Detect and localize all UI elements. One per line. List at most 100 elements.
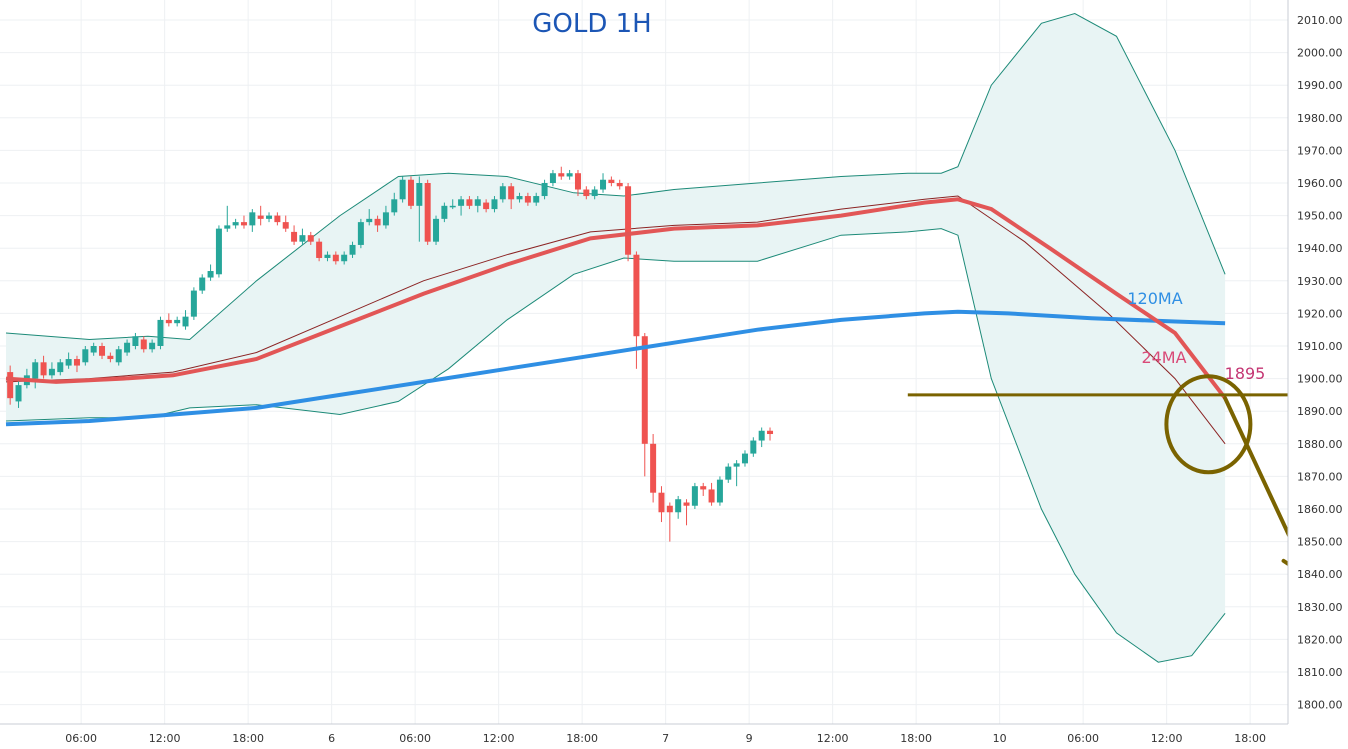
candle [524,192,531,206]
candle [508,183,515,210]
candle-body [107,355,114,360]
candle [407,176,414,210]
candle-body [249,212,256,226]
candle-body [549,173,556,183]
candle [316,238,323,262]
candle [174,316,181,327]
candle [600,173,607,193]
candle-body [650,443,657,493]
candle-body [374,218,381,226]
time-tick-label: 18:00 [232,732,264,745]
candle [57,359,64,376]
candle [349,241,356,258]
level-label: 1895 [1225,364,1266,383]
candle [366,209,373,226]
price-tick-label: 1870.00 [1297,470,1343,483]
candle-body [115,349,122,363]
candle-body [157,319,164,346]
time-tick-label: 9 [746,732,753,745]
price-tick-label: 1940.00 [1297,242,1343,255]
candle-body [449,205,456,208]
candle [391,192,398,216]
candle [357,218,364,249]
candle-body [641,336,648,444]
candle [282,215,289,232]
candle [332,251,339,265]
candle-body [524,196,531,203]
time-tick-label: 06:00 [399,732,431,745]
candle [65,352,72,369]
candle [708,482,715,506]
candle-body [324,254,331,258]
candle-body [215,228,222,275]
candle-body [40,362,47,376]
ma120-label: 120MA [1127,289,1182,308]
candle [499,183,506,203]
candle [307,231,314,245]
candle-body [307,235,314,242]
candle [341,251,348,265]
candle-body [382,212,389,226]
candle [633,251,640,369]
candle [474,196,481,213]
candle [32,359,39,389]
candle [207,264,214,281]
chart-title: GOLD 1H [532,9,651,39]
candle-body [691,486,698,506]
candle-body [675,499,682,513]
candle [157,316,164,350]
candle [574,169,581,197]
price-tick-label: 1990.00 [1297,79,1343,92]
candle [566,169,573,180]
candle-body [15,385,22,402]
price-tick-label: 1820.00 [1297,633,1343,646]
candle [625,183,632,262]
candle-body [741,453,748,464]
price-tick-label: 1910.00 [1297,340,1343,353]
candle-body [299,235,306,242]
candle-body [600,179,607,190]
price-tick-label: 1860.00 [1297,503,1343,516]
candle [424,179,431,245]
candle [608,176,615,187]
candle-body [149,342,156,350]
candle-body [574,173,581,190]
candle-body [182,316,189,327]
bollinger-upper-band [5,12,1226,341]
candle-body [491,199,498,210]
candle [516,192,523,203]
time-tick-label: 18:00 [566,732,598,745]
price-tick-label: 1970.00 [1297,144,1343,157]
time-tick-label: 12:00 [483,732,515,745]
candle-body [566,173,573,177]
candle-body [750,440,757,454]
candle [215,225,222,278]
price-tick-label: 1960.00 [1297,177,1343,190]
candle-body [257,215,264,219]
candle-body [282,222,289,229]
candle-body [48,368,55,376]
candle [741,450,748,467]
candle [266,212,273,223]
candle-body [583,189,590,197]
candle [257,205,264,226]
candle [299,228,306,245]
price-tick-label: 1980.00 [1297,112,1343,125]
candle-body [483,202,490,210]
ma24-line [5,197,1227,400]
candle-body [391,199,398,213]
candle [107,352,114,363]
bollinger-lower-band [5,228,1226,663]
candle-body [466,199,473,206]
candle [483,199,490,213]
candle-body [316,241,323,258]
candle [683,499,690,526]
price-tick-label: 1890.00 [1297,405,1343,418]
candle [124,339,131,356]
candle [616,179,623,190]
candle-body [433,218,440,242]
candle [82,346,89,366]
candle [733,460,740,487]
candle-body [633,254,640,337]
